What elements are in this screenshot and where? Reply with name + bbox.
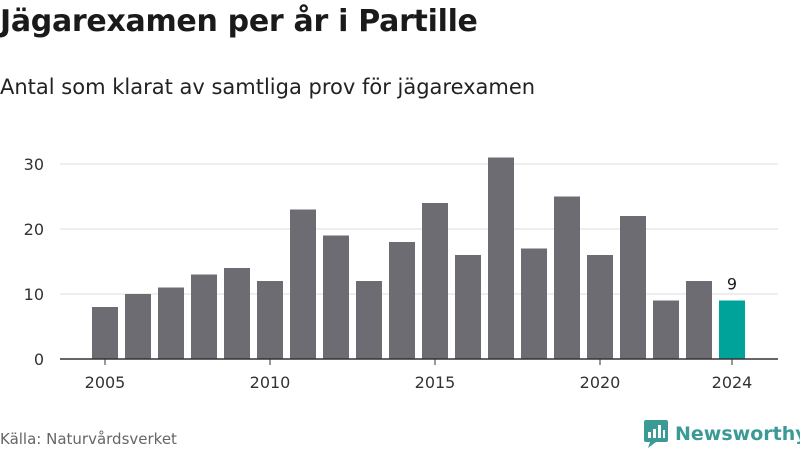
y-tick-label: 30 [24,155,44,174]
bar [158,287,184,359]
bar [92,307,118,359]
x-tick-label: 2024 [712,373,753,392]
bar [257,281,283,359]
bar [191,274,217,359]
bar-highlight [719,300,745,359]
x-tick-label: 2020 [580,373,621,392]
bar [290,209,316,359]
bar [455,255,481,359]
source-note: Källa: Naturvårdsverket [0,430,177,448]
bar [620,216,646,359]
bar [554,196,580,359]
x-tick-label: 2005 [85,373,126,392]
bar [389,242,415,359]
bar [653,300,679,359]
data-label: 9 [727,275,737,294]
chart-subtitle: Antal som klarat av samtliga prov för jä… [0,75,536,99]
bar [488,157,514,359]
bar [224,268,250,359]
newsworthy-logo-icon [644,420,668,448]
y-tick-label: 20 [24,220,44,239]
bar [125,294,151,359]
chart-title: Jägarexamen per år i Partille [0,4,478,39]
x-tick-label: 2010 [250,373,291,392]
brand-name: Newsworthy [675,423,800,445]
brand-logo: Newsworthy [644,418,800,450]
y-tick-label: 0 [34,350,44,369]
bar [323,235,349,359]
bar [521,248,547,359]
x-tick-label: 2015 [415,373,456,392]
bar [587,255,613,359]
bar [686,281,712,359]
bar [422,203,448,359]
y-tick-label: 10 [24,285,44,304]
bar [356,281,382,359]
